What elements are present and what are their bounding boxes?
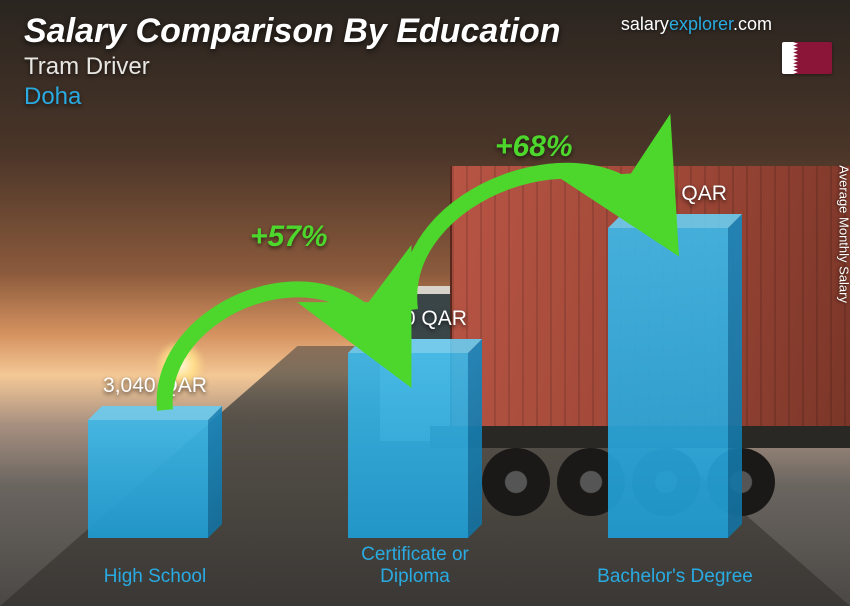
country-flag-icon (782, 42, 832, 74)
bar-label: High School (70, 566, 240, 588)
brand-watermark: salaryexplorer.com (621, 14, 772, 35)
increase-arrow-2 (380, 160, 680, 345)
brand-suffix: .com (733, 14, 772, 34)
bar-label: Certificate or Diploma (330, 544, 500, 588)
increase-label-2: +68% (495, 130, 573, 164)
chart-header: Salary Comparison By Education Tram Driv… (24, 12, 561, 111)
y-axis-label: Average Monthly Salary (837, 165, 850, 303)
increase-label-1: +57% (250, 220, 328, 254)
brand-prefix: salary (621, 14, 669, 34)
chart-location: Doha (24, 83, 561, 111)
chart-subtitle: Tram Driver (24, 53, 561, 81)
chart-title: Salary Comparison By Education (24, 12, 561, 51)
brand-accent: explorer (669, 14, 733, 34)
increase-arrow-1 (135, 265, 415, 450)
bar-label: Bachelor's Degree (590, 566, 760, 588)
bar-chart: 3,040 QAR High School 4,780 QAR Certific… (40, 140, 790, 588)
